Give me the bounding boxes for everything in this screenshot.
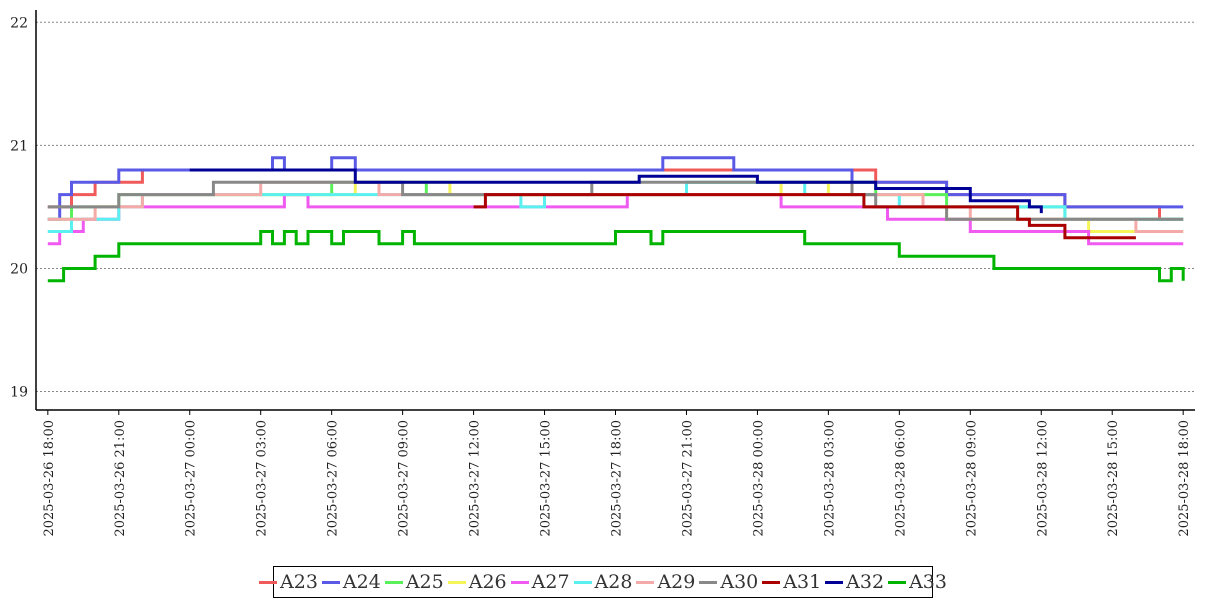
x-tick-label: 2025-03-28 03:00 xyxy=(822,420,837,537)
x-tick-label: 2025-03-28 18:00 xyxy=(1177,420,1192,537)
series-line-a24 xyxy=(47,156,1184,221)
legend-label: A24 xyxy=(342,571,381,593)
x-tick-label: 2025-03-28 06:00 xyxy=(893,420,908,537)
legend-label: A30 xyxy=(720,571,759,593)
x-tick-labels: 2025-03-26 18:00 2025-03-26 21:00 2025-03-… xyxy=(42,420,1192,537)
legend-label: A23 xyxy=(280,571,318,593)
legend-label: A27 xyxy=(531,571,570,593)
legend-entry-a27: A27 xyxy=(510,571,570,593)
y-tick-label: 22 xyxy=(10,15,28,31)
legend-entry-a32: A32 xyxy=(825,571,884,593)
x-tick-label: 2025-03-27 00:00 xyxy=(184,420,199,537)
x-tick-label: 2025-03-26 21:00 xyxy=(113,420,128,537)
legend-entry-a26: A26 xyxy=(447,571,507,593)
x-tick-label: 2025-03-27 06:00 xyxy=(326,420,341,537)
legend-swatch xyxy=(259,580,278,584)
legend-entry-a30: A30 xyxy=(699,571,758,593)
legend-swatch xyxy=(762,580,781,584)
x-tick-label: 2025-03-27 15:00 xyxy=(539,420,554,537)
legend-entry-a28: A28 xyxy=(573,571,633,593)
legend-label: A28 xyxy=(594,571,633,593)
legend-swatch xyxy=(888,580,907,584)
legend-swatch xyxy=(699,580,718,584)
y-tick-label: 19 xyxy=(10,385,28,401)
legend-swatch xyxy=(510,580,529,584)
legend-label: A25 xyxy=(405,571,444,593)
x-tick-label: 2025-03-27 21:00 xyxy=(680,420,695,537)
x-tick-label: 2025-03-27 03:00 xyxy=(255,420,270,537)
x-tick-label: 2025-03-28 09:00 xyxy=(964,420,979,537)
legend-swatch xyxy=(447,580,466,584)
x-tick-label: 2025-03-27 09:00 xyxy=(397,420,412,537)
series-line-a33 xyxy=(47,230,1185,283)
series-line-a31 xyxy=(473,193,1136,240)
legend-swatch xyxy=(636,580,655,584)
y-tick-label: 21 xyxy=(10,138,28,154)
legend-swatch xyxy=(825,580,844,584)
legend: A23 A24 A25 A26 A27 A28 A29 A30 A31 A32 A33 xyxy=(259,566,947,598)
y-tick-label: 20 xyxy=(10,261,28,277)
x-tick-label: 2025-03-27 18:00 xyxy=(610,420,625,537)
series-layer xyxy=(47,156,1185,283)
legend-label: A26 xyxy=(468,571,507,593)
legend-swatch xyxy=(321,580,340,584)
series-line-a32 xyxy=(189,168,1043,214)
legend-label: A32 xyxy=(846,571,885,593)
x-tick-label: 2025-03-28 15:00 xyxy=(1106,420,1121,537)
legend-swatch xyxy=(384,580,403,584)
legend-label: A29 xyxy=(657,571,696,593)
legend-entry-a33: A33 xyxy=(888,571,947,593)
legend-entry-a25: A25 xyxy=(384,571,444,593)
legend-entry-a23: A23 xyxy=(259,571,318,593)
axes-layer xyxy=(35,10,1195,415)
legend-entry-a24: A24 xyxy=(321,571,381,593)
x-tick-label: 2025-03-26 18:00 xyxy=(42,420,57,537)
legend-swatch xyxy=(573,580,592,584)
x-tick-label: 2025-03-28 12:00 xyxy=(1035,420,1050,537)
legend-label: A33 xyxy=(909,571,947,593)
y-tick-labels: 19 20 21 22 xyxy=(10,15,28,400)
legend-entry-a29: A29 xyxy=(636,571,695,593)
x-tick-label: 2025-03-27 12:00 xyxy=(468,420,483,537)
legend-entry-a31: A31 xyxy=(762,571,821,593)
x-tick-label: 2025-03-28 00:00 xyxy=(751,420,766,537)
legend-label: A31 xyxy=(783,571,822,593)
